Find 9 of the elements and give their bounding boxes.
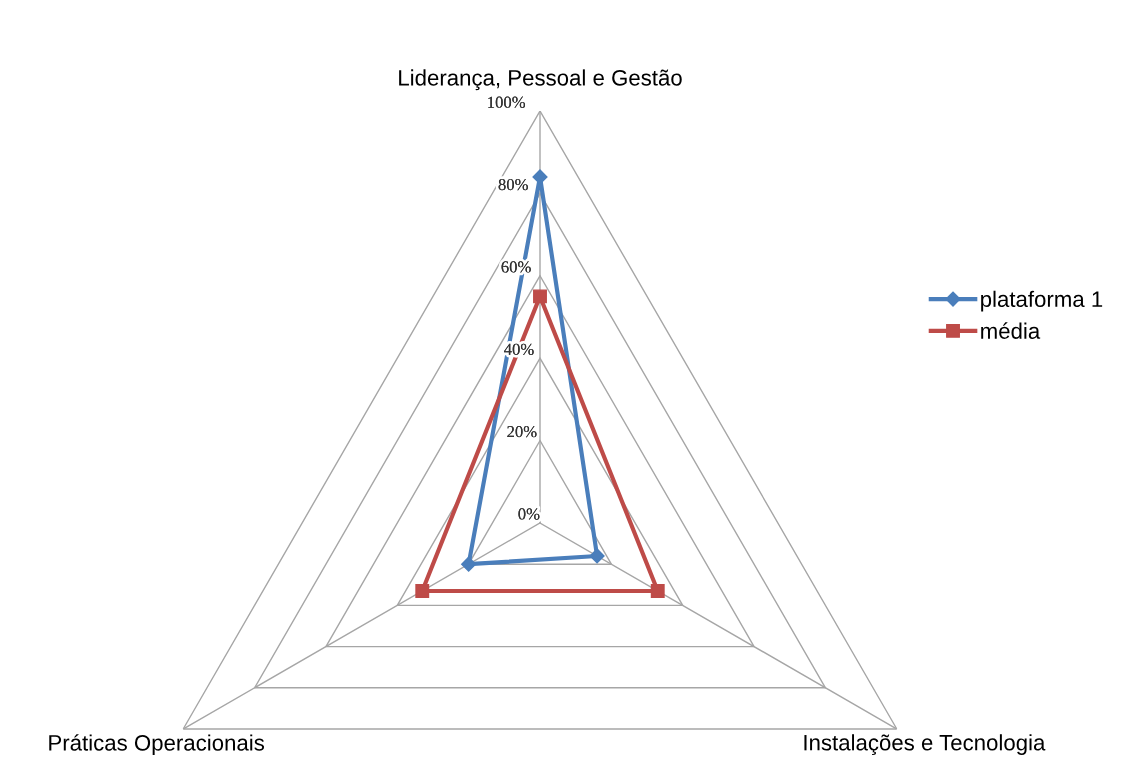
y-tick-label: 20% <box>507 426 537 438</box>
legend-label: plataforma 1 <box>981 290 1103 312</box>
y-tick-label: 80% <box>498 178 528 191</box>
legend-label: média <box>981 322 1041 339</box>
y-tick-label: 100% <box>488 96 526 108</box>
spoke-label: Liderança, Pessoal e Gestão <box>399 69 682 91</box>
y-tick-label: 0% <box>518 508 540 520</box>
spoke-label: Instalações e Tecnologia <box>804 734 1046 756</box>
spoke-label: Práticas Operacionais <box>49 734 265 756</box>
